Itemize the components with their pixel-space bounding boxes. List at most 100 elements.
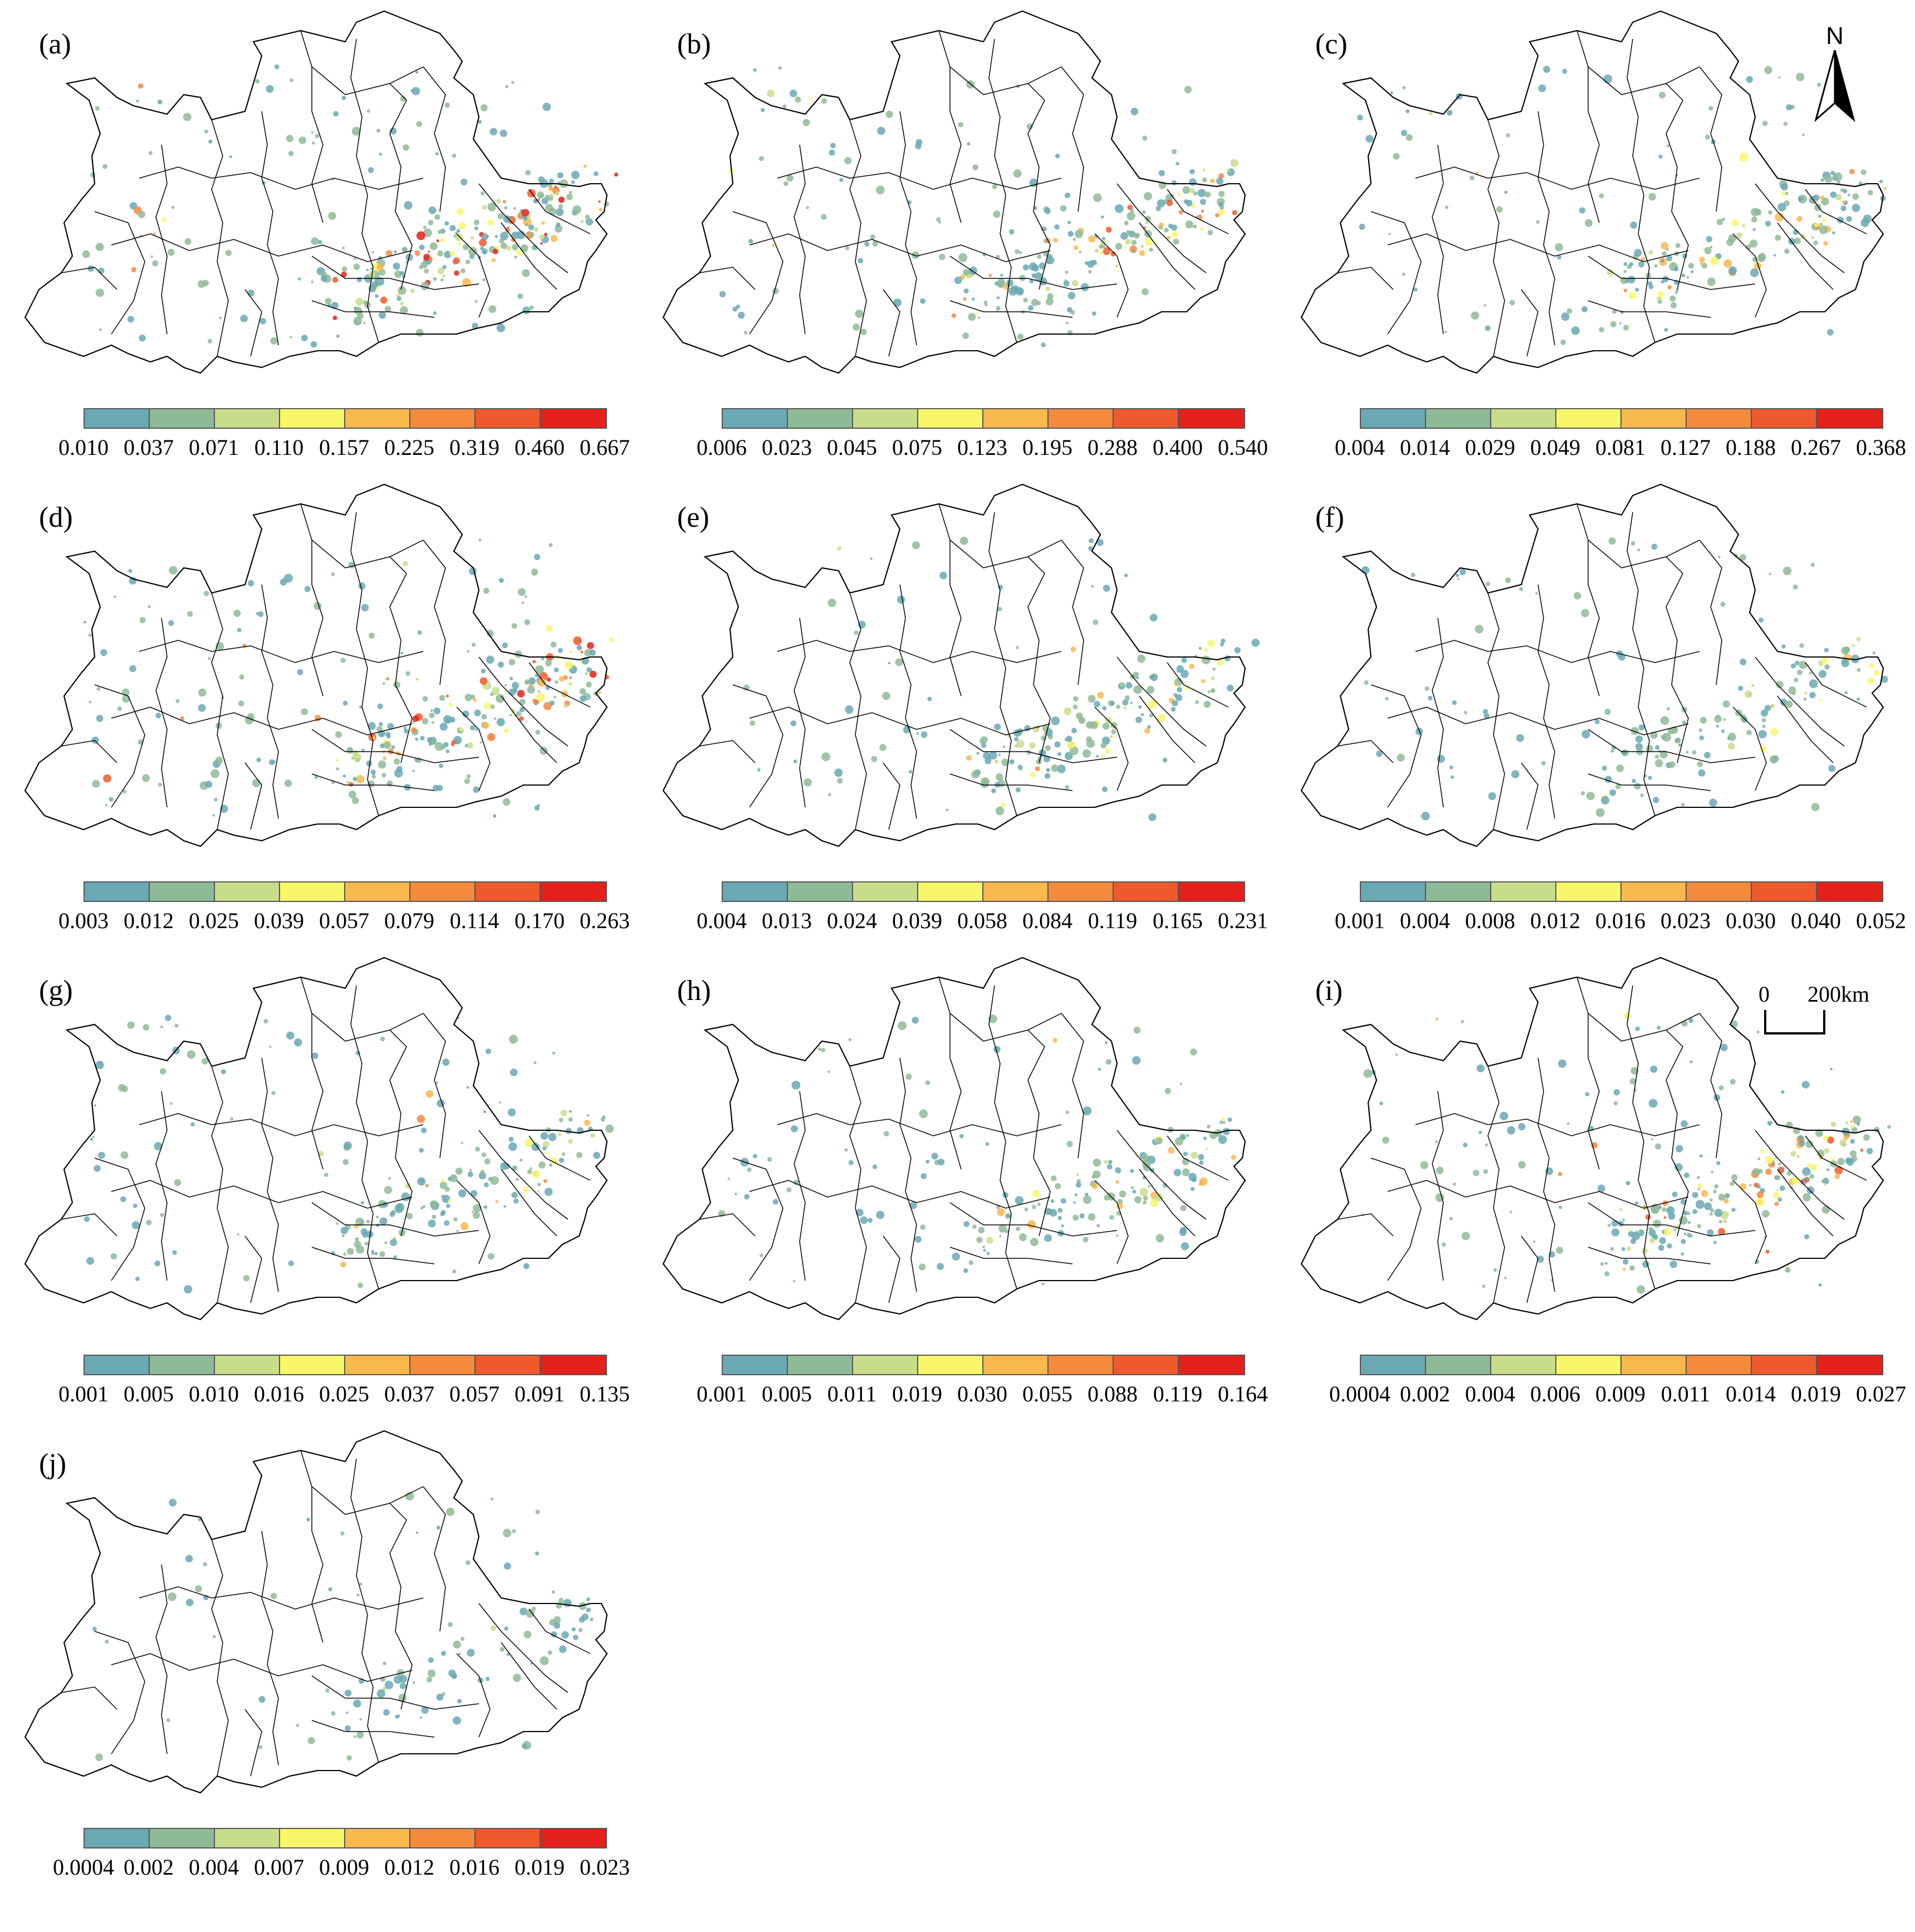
density-spot xyxy=(1723,1219,1727,1223)
density-spot xyxy=(1860,1149,1864,1152)
density-spot xyxy=(452,1269,457,1274)
density-spot xyxy=(559,1645,567,1653)
density-spot xyxy=(1623,325,1629,331)
density-spot xyxy=(423,228,432,238)
density-spot xyxy=(1211,688,1216,693)
density-spot xyxy=(440,1651,447,1656)
legend-tick-label: 0.023 xyxy=(1661,908,1711,933)
density-spot xyxy=(516,711,522,717)
legend-swatch xyxy=(1426,882,1491,901)
density-spot xyxy=(916,732,919,735)
density-spot xyxy=(1830,1121,1836,1127)
legend-swatch xyxy=(410,409,476,428)
density-spot xyxy=(1673,1228,1677,1232)
density-spot xyxy=(480,104,488,112)
density-spot xyxy=(1139,250,1145,256)
county-boundary xyxy=(111,233,413,262)
county-boundary xyxy=(949,1247,1073,1264)
density-spot xyxy=(1840,205,1847,212)
density-spot xyxy=(1757,254,1766,262)
density-spot xyxy=(404,201,413,210)
density-spot xyxy=(1580,791,1585,796)
density-spot xyxy=(963,1268,968,1273)
panel-label: (i) xyxy=(1315,975,1343,1007)
density-spot xyxy=(341,271,347,278)
county-boundary xyxy=(732,211,783,335)
density-spot xyxy=(375,277,385,286)
density-spot xyxy=(1541,761,1546,766)
legend-tick-label: 0.079 xyxy=(384,908,434,933)
density-spot xyxy=(870,234,875,240)
density-spot xyxy=(554,1622,561,1629)
density-spot xyxy=(1627,1246,1632,1251)
density-spot xyxy=(1217,659,1223,666)
density-spot xyxy=(463,244,469,251)
density-spot xyxy=(1442,1242,1446,1247)
density-spot xyxy=(425,1184,429,1188)
density-spot xyxy=(1710,246,1712,248)
density-spot xyxy=(1478,1130,1482,1134)
density-spot xyxy=(352,797,359,805)
density-spot xyxy=(1625,278,1630,283)
density-spot xyxy=(198,704,206,712)
density-spot xyxy=(353,1735,356,1738)
density-spot xyxy=(1140,245,1144,248)
density-spot xyxy=(154,1142,163,1151)
density-spot xyxy=(523,1630,532,1639)
density-spot xyxy=(1638,261,1644,268)
density-spot xyxy=(95,243,104,251)
density-spot xyxy=(1199,1160,1204,1165)
density-spot xyxy=(381,1201,388,1208)
density-spot xyxy=(954,276,962,285)
density-spot xyxy=(1764,705,1771,712)
density-spot xyxy=(872,241,878,247)
density-spot xyxy=(1629,1265,1635,1271)
density-spot xyxy=(122,688,130,696)
density-spot xyxy=(1605,1262,1608,1265)
legend-swatch xyxy=(85,409,150,428)
panel-f: (f) 0.001 0.004 0.008 0.012 0.016 0.023 0.030 0… xyxy=(1276,473,1914,947)
legend-swatch xyxy=(1687,882,1752,901)
density-spot xyxy=(1819,1133,1822,1136)
county-boundary xyxy=(1487,592,1505,830)
density-spot xyxy=(1138,705,1142,709)
density-spot xyxy=(1690,270,1694,273)
density-spot xyxy=(366,760,373,767)
density-spot xyxy=(549,1163,552,1167)
density-spot xyxy=(566,193,573,200)
density-spot xyxy=(1759,617,1764,623)
density-spot xyxy=(1755,1197,1765,1207)
density-spot xyxy=(527,1169,532,1174)
density-spot xyxy=(383,1661,386,1665)
density-spot xyxy=(590,1617,594,1622)
density-spot xyxy=(1357,114,1363,121)
density-spot xyxy=(315,776,318,779)
density-spot xyxy=(1483,304,1487,307)
density-spot xyxy=(585,218,593,226)
density-spot xyxy=(453,1716,461,1725)
density-spot xyxy=(448,1669,456,1677)
density-spot xyxy=(167,248,175,256)
county-boundary xyxy=(311,300,435,318)
density-spot xyxy=(517,293,523,300)
county-boundary xyxy=(1432,144,1444,335)
density-spot xyxy=(440,238,445,243)
county-boundary xyxy=(1415,1113,1700,1136)
density-spot xyxy=(356,775,365,784)
density-spot xyxy=(1630,1238,1637,1244)
density-spot xyxy=(1774,1202,1779,1206)
density-spot xyxy=(1860,169,1867,175)
county-boundary xyxy=(1387,707,1689,735)
density-spot xyxy=(394,758,400,765)
density-spot xyxy=(1765,1249,1770,1254)
density-spot xyxy=(1181,670,1189,678)
density-spot xyxy=(589,670,597,678)
density-spot xyxy=(496,718,505,727)
density-spot xyxy=(508,659,516,666)
density-spot xyxy=(1402,86,1406,90)
density-spot xyxy=(1667,1243,1672,1249)
density-spot xyxy=(225,249,232,256)
density-spot xyxy=(1561,312,1570,321)
county-boundary xyxy=(1061,540,1084,685)
density-spot xyxy=(1063,280,1070,287)
